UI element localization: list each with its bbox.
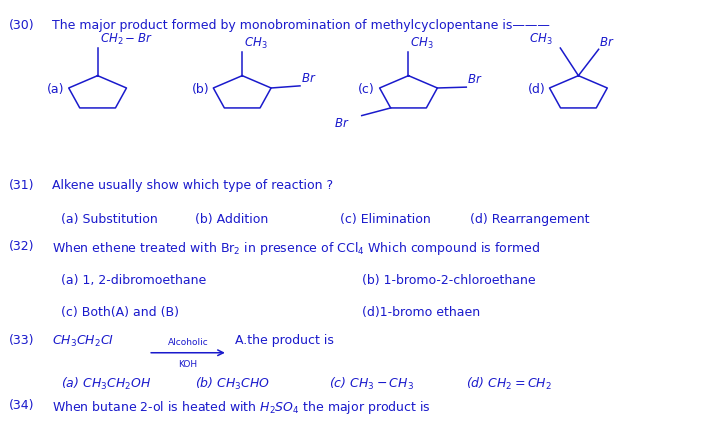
Text: The major product formed by monobromination of methylcyclopentane is———: The major product formed by monobrominat… xyxy=(52,19,550,32)
Text: (34): (34) xyxy=(9,400,34,413)
Text: (a): (a) xyxy=(47,83,64,96)
Text: (a) $CH_3CH_2OH$: (a) $CH_3CH_2OH$ xyxy=(61,376,152,392)
Text: (d): (d) xyxy=(528,83,546,96)
Text: $Br$: $Br$ xyxy=(334,117,350,130)
Text: $Br$: $Br$ xyxy=(467,73,482,86)
Text: (d) Rearrangement: (d) Rearrangement xyxy=(470,212,589,226)
Text: Alcoholic: Alcoholic xyxy=(168,338,208,347)
Text: (c) Elimination: (c) Elimination xyxy=(340,212,431,226)
Text: When butane 2-ol is heated with $H_2SO_4$ the major product is: When butane 2-ol is heated with $H_2SO_4… xyxy=(52,400,431,416)
Text: (c) Both(A) and (B): (c) Both(A) and (B) xyxy=(61,306,179,319)
Text: (b) Addition: (b) Addition xyxy=(195,212,268,226)
Text: $Br$: $Br$ xyxy=(599,36,615,49)
Text: (a) Substitution: (a) Substitution xyxy=(61,212,158,226)
Text: (32): (32) xyxy=(9,240,34,253)
Text: (b) 1-bromo-2-chloroethane: (b) 1-bromo-2-chloroethane xyxy=(362,274,535,287)
Text: A.the product is: A.the product is xyxy=(235,334,334,347)
Text: (c): (c) xyxy=(358,83,375,96)
Text: $CH_2-Br$: $CH_2-Br$ xyxy=(100,31,153,47)
Text: $Br$: $Br$ xyxy=(301,71,316,85)
Text: When ethene treated with Br$_2$ in presence of CCl$_4$ Which compound is formed: When ethene treated with Br$_2$ in prese… xyxy=(52,240,540,257)
Text: (d)1-bromo ethaen: (d)1-bromo ethaen xyxy=(362,306,479,319)
Text: $CH_3$: $CH_3$ xyxy=(244,36,268,51)
Text: $CH_3$: $CH_3$ xyxy=(410,36,434,51)
Text: Alkene usually show which type of reaction ?: Alkene usually show which type of reacti… xyxy=(52,178,333,192)
Text: (31): (31) xyxy=(9,178,34,192)
Text: (b): (b) xyxy=(192,83,209,96)
Text: (d) $CH_2=CH_2$: (d) $CH_2=CH_2$ xyxy=(466,376,552,392)
Text: KOH: KOH xyxy=(179,360,197,369)
Text: (30): (30) xyxy=(9,19,34,32)
Text: (c) $CH_3-CH_3$: (c) $CH_3-CH_3$ xyxy=(329,376,414,392)
Text: (a) 1, 2-dibromoethane: (a) 1, 2-dibromoethane xyxy=(61,274,207,287)
Text: (b) $CH_3CHO$: (b) $CH_3CHO$ xyxy=(195,376,270,392)
Text: $CH_3$: $CH_3$ xyxy=(529,32,553,47)
Text: (33): (33) xyxy=(9,334,34,347)
Text: $CH_3CH_2CI$: $CH_3CH_2CI$ xyxy=(52,334,114,349)
